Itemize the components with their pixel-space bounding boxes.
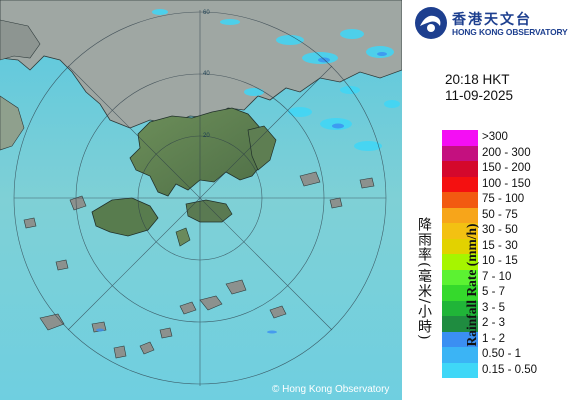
logo-name-cn: 香港天文台 [452, 12, 532, 28]
legend-label: 10 - 15 [482, 255, 518, 267]
legend-row: 150 - 200 [442, 161, 572, 177]
legend-label: 7 - 10 [482, 270, 512, 283]
range-ring-label: 40 [203, 71, 210, 77]
legend-label: 0.50 - 1 [482, 348, 521, 360]
legend-label: 5 - 7 [482, 286, 506, 298]
legend-label: 75 - 100 [482, 193, 525, 205]
legend-label: 100 - 150 [482, 177, 531, 190]
mainland-west-lower [0, 95, 25, 151]
legend-swatch [442, 362, 478, 378]
legend-row: 0.15 - 0.50 [442, 362, 572, 378]
legend-row: 200 - 300 [442, 145, 572, 161]
legend-swatch [442, 223, 478, 239]
hong-kong-island [185, 199, 233, 223]
legend-row: 100 - 150 [442, 176, 572, 192]
sai-kung [247, 125, 277, 171]
legend-row: 75 - 100 [442, 192, 572, 208]
legend-row: 0.50 - 1 [442, 347, 572, 363]
legend-label: 0.15 - 0.50 [482, 363, 537, 376]
legend-swatch [442, 145, 478, 161]
radar-map: 20 40 60 © Hong Kong Observatory [0, 0, 403, 400]
legend-swatch [442, 347, 478, 363]
rain-echo-moderate [96, 52, 387, 334]
logo-name-en: HONG KONG OBSERVATORY [452, 27, 568, 37]
legend-row: 3 - 5 [442, 300, 572, 316]
legend-swatch [442, 269, 478, 285]
legend-label: 200 - 300 [482, 146, 531, 159]
timestamp-time: 20:18 HKT [445, 72, 510, 87]
legend-row: >300 [442, 130, 572, 146]
legend-row: 10 - 15 [442, 254, 572, 270]
legend-label: >300 [482, 131, 508, 143]
radar-map-canvas [0, 0, 403, 400]
legend-label: 150 - 200 [482, 162, 531, 174]
range-ring-label: 20 [203, 133, 210, 139]
hko-logo: 香港天文台 HONG KONG OBSERVATORY [414, 6, 574, 40]
legend-label: 15 - 30 [482, 239, 518, 252]
legend-row: 30 - 50 [442, 223, 572, 239]
legend-label: 30 - 50 [482, 224, 518, 236]
legend-swatch [442, 331, 478, 347]
legend-row: 15 - 30 [442, 238, 572, 254]
legend-swatch [442, 254, 478, 270]
hko-emblem-icon [415, 7, 447, 39]
range-ring-label: 60 [203, 10, 210, 16]
legend-swatch [442, 238, 478, 254]
legend-label: 50 - 75 [482, 208, 518, 221]
legend-axis-label-cn: 降雨率(毫米/小時) [416, 217, 432, 341]
range-rings [13, 10, 387, 386]
legend-swatch [442, 176, 478, 192]
legend-label: 2 - 3 [482, 317, 506, 329]
legend-swatch [442, 192, 478, 208]
rain-echo-light [152, 9, 400, 151]
lamma-island [175, 227, 191, 247]
legend-swatch [442, 316, 478, 332]
timestamp-date: 11-09-2025 [445, 88, 514, 103]
legend-row: 50 - 75 [442, 207, 572, 223]
legend-swatch [442, 130, 478, 146]
legend-swatch [442, 161, 478, 177]
legend-label: 1 - 2 [482, 332, 506, 345]
copyright-text: © Hong Kong Observatory [272, 384, 390, 395]
mainland-west [0, 19, 41, 61]
legend-row: 2 - 3 [442, 316, 572, 332]
legend-swatch [442, 285, 478, 301]
rainfall-legend: >300 200 - 300 150 - 200 100 - 150 75 - 100 5… [442, 130, 572, 378]
legend-swatch [442, 207, 478, 223]
info-panel: 香港天文台 HONG KONG OBSERVATORY 20:18 HKT 11… [402, 0, 577, 400]
legend-axis-label-en: Rainfall Rate (mm/h) [464, 223, 479, 347]
outlying-islands [23, 171, 375, 359]
lantau-island [91, 197, 159, 237]
legend-swatch [442, 300, 478, 316]
legend-row: 1 - 2 [442, 331, 572, 347]
legend-row: 5 - 7 [442, 285, 572, 301]
legend-label: 3 - 5 [482, 301, 506, 314]
legend-row: 7 - 10 [442, 269, 572, 285]
